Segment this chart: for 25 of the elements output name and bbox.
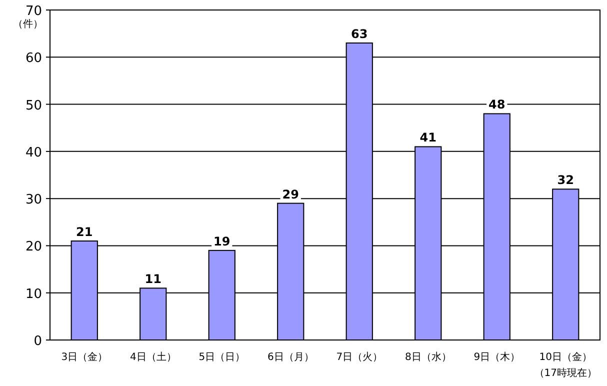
y-tick-label: 60: [25, 51, 42, 66]
x-tick-label: 10日（金）（17時現在）: [534, 351, 597, 379]
data-label: 19: [214, 234, 230, 248]
x-tick-label: 7日（火）: [336, 351, 383, 363]
data-label: 29: [282, 187, 299, 202]
data-label: 11: [144, 272, 162, 286]
x-tick-label: 4日（土）: [130, 351, 176, 363]
data-label: 41: [420, 130, 436, 145]
x-tick-label: 9日（木）: [474, 351, 520, 363]
data-label: 63: [351, 27, 368, 41]
y-tick-label: 30: [25, 192, 42, 208]
y-axis-title: （件）: [13, 19, 43, 30]
y-tick-label: 10: [25, 286, 42, 302]
x-tick-label: 5日（日）: [198, 352, 246, 363]
y-tick-label: 20: [25, 240, 42, 255]
y-tick-label: 50: [25, 98, 42, 114]
y-tick-label: 40: [25, 145, 42, 160]
x-tick-label: 8日（水）: [404, 351, 452, 363]
y-tick-label: 70: [25, 4, 42, 19]
y-tick-label: 0: [34, 334, 42, 349]
x-tick-label: 6日（月）: [267, 352, 314, 363]
data-label: 48: [488, 98, 506, 112]
data-label: 32: [557, 173, 574, 188]
x-tick-label: 3日（金）: [61, 351, 108, 363]
data-label: 21: [76, 225, 93, 239]
